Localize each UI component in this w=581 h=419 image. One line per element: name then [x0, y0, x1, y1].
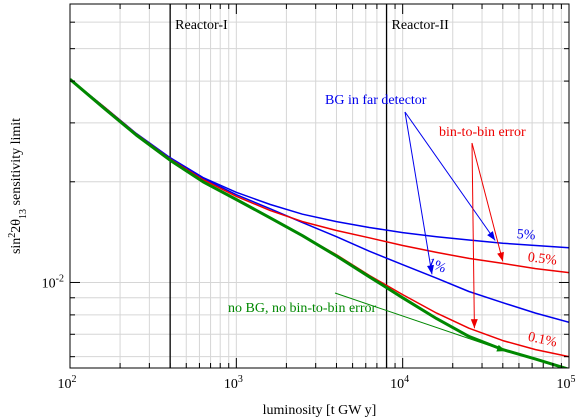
x-tick-label: 104	[390, 374, 409, 392]
arrow-no-bg-head	[496, 344, 507, 352]
curve-label: 1%	[425, 256, 448, 277]
x-axis-label: luminosity [t GW y]	[263, 403, 377, 418]
grid	[70, 4, 569, 368]
arrow-bin-05-head	[497, 251, 504, 262]
annotation-bin-to-bin: bin-to-bin error	[439, 125, 526, 140]
series-lines	[70, 78, 569, 368]
x-tick-label: 102	[58, 374, 77, 392]
arrow-bin-05	[471, 142, 504, 262]
curve-label: 5%	[516, 227, 536, 243]
reactor-lines: Reactor-I Reactor-II	[169, 4, 450, 368]
annotation-no-bg: no BG, no bin-to-bin error	[228, 301, 376, 316]
axis-ticks: 102 103 104 105 10-2	[42, 4, 576, 392]
series-line-4	[70, 78, 569, 368]
annotations: BG in far detector bin-to-bin error no BG,…	[228, 93, 558, 352]
y-tick-label: 10-2	[42, 273, 64, 291]
reference-label: Reactor-I	[175, 18, 228, 33]
arrow-bg-1-head	[427, 264, 434, 275]
arrow-bin-01-head	[470, 319, 478, 329]
arrow-bin-01	[471, 142, 475, 329]
x-tick-label: 103	[224, 374, 243, 392]
x-tick-label: 105	[557, 374, 576, 392]
arrow-bg-5	[404, 111, 496, 241]
reference-label: Reactor-II	[392, 18, 450, 33]
arrow-bg-5-head	[487, 231, 496, 241]
curve-label: 0.1%	[527, 330, 559, 351]
annotation-bg-far-detector: BG in far detector	[325, 93, 427, 108]
arrow-no-bg	[334, 292, 507, 352]
curve-label: 0.5%	[527, 250, 558, 268]
y-axis-label: sin22θ13 sensitivity limit	[7, 118, 29, 254]
plot-frame	[69, 3, 570, 369]
arrow-bg-1	[404, 111, 433, 275]
